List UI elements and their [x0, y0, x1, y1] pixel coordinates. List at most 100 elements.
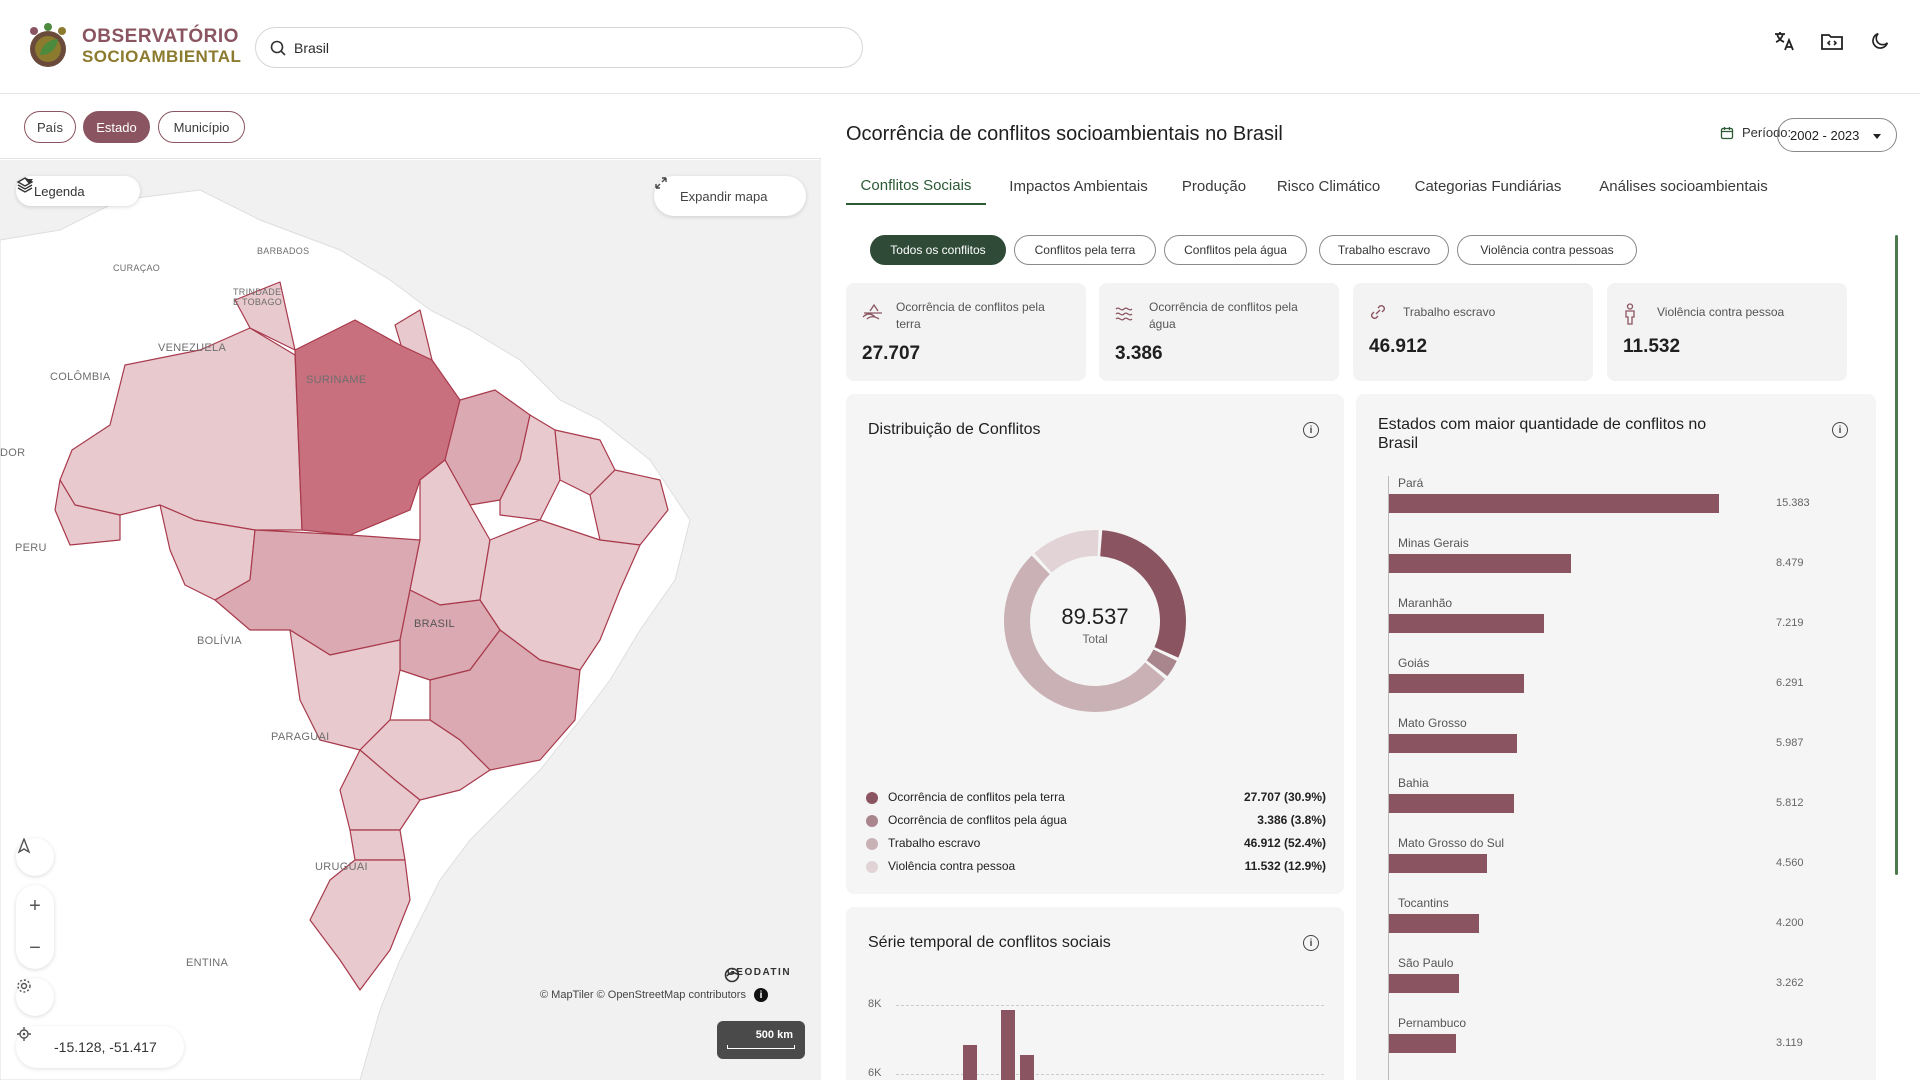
ranking-bar[interactable] — [1389, 554, 1571, 573]
legend-button[interactable]: Legenda — [16, 176, 140, 206]
tab-analises-socioambientais[interactable]: Análises socioambientais — [1599, 177, 1768, 195]
tab-impactos-ambientais[interactable]: Impactos Ambientais — [1009, 177, 1148, 195]
y-tick-8k: 8K — [868, 998, 882, 1010]
chip-conflitos-terra[interactable]: Conflitos pela terra — [1014, 235, 1156, 265]
level-estado-button[interactable]: Estado — [83, 111, 150, 143]
ranking-state-name: Tocantins — [1398, 896, 1449, 910]
ranking-state-name: Mato Grosso — [1398, 716, 1467, 730]
logo[interactable]: OBSERVATÓRIO SOCIOAMBIENTAL — [24, 22, 254, 72]
ranking-value: 6.291 — [1776, 677, 1804, 689]
ranking-value: 5.812 — [1776, 797, 1804, 809]
chip-violencia-pessoas[interactable]: Violência contra pessoas — [1457, 235, 1637, 265]
map-settings-button[interactable] — [16, 978, 54, 1016]
distribution-title: Distribuição de Conflitos — [868, 421, 1041, 438]
ranking-title: Estados com maior quantidade de conflito… — [1378, 416, 1707, 452]
zoom-in-button[interactable]: + — [29, 894, 41, 917]
legend-name: Ocorrência de conflitos pela água — [888, 813, 1067, 827]
coordinates-text: -15.128, -51.417 — [54, 1039, 157, 1055]
map-canvas[interactable]: BARBADOS CURAÇAO TRINDADE E TOBAGO VENEZ… — [0, 160, 821, 1080]
map-panel: País Estado Município — [0, 95, 821, 1080]
caret-down-icon — [1873, 134, 1881, 139]
search-input[interactable] — [294, 39, 834, 56]
donut-total-value: 89.537 — [1061, 604, 1129, 629]
scale-label: 500 km — [755, 1029, 793, 1041]
distribution-card: Distribuição de Conflitos i 89.537 Total… — [846, 394, 1344, 894]
donut-slice[interactable] — [1146, 649, 1177, 677]
ranking-value: 7.219 — [1776, 617, 1804, 629]
map-label-barbados: BARBADOS — [257, 246, 310, 256]
donut-slice[interactable] — [1004, 555, 1166, 712]
panel-scrollbar[interactable] — [1895, 235, 1898, 875]
period-select[interactable]: 2002 - 2023 — [1777, 118, 1897, 152]
caret-down-icon — [25, 179, 33, 184]
tab-risco-climatico[interactable]: Risco Climático — [1276, 177, 1381, 195]
y-tick-6k: 6K — [868, 1067, 882, 1079]
legend-value: 3.386 (3.8%) — [1257, 813, 1326, 827]
ranking-bar[interactable] — [1389, 674, 1524, 693]
ranking-card: Estados com maior quantidade de conflito… — [1356, 394, 1876, 1080]
ranking-state-name: Goiás — [1398, 656, 1430, 670]
info-icon[interactable]: i — [1303, 422, 1319, 438]
map-label-uruguai: URUGUAI — [315, 861, 368, 873]
compass-button[interactable] — [16, 838, 54, 876]
calendar-icon — [1720, 126, 1734, 139]
ranking-bar[interactable] — [1389, 734, 1517, 753]
timeseries-bar — [963, 1045, 977, 1080]
expand-map-button[interactable]: Expandir mapa — [654, 176, 806, 216]
map-label-brasil: BRASIL — [414, 618, 455, 630]
level-pais-button[interactable]: País — [24, 111, 76, 143]
ranking-bar[interactable] — [1389, 794, 1514, 813]
moon-icon[interactable] — [1866, 27, 1894, 55]
stat-label: Violência contra pessoa — [1657, 305, 1785, 319]
logo-line2: SOCIOAMBIENTAL — [82, 47, 242, 66]
chain-icon — [1371, 305, 1385, 319]
map-label-suriname: SURINAME — [306, 374, 367, 386]
brazil-states — [54, 281, 669, 991]
stat-value: 46.912 — [1369, 336, 1428, 357]
locate-icon[interactable] — [16, 1026, 32, 1042]
ranking-value: 3.262 — [1776, 977, 1804, 989]
chip-todos-conflitos[interactable]: Todos os conflitos — [870, 235, 1006, 265]
tab-categorias-fundiarias[interactable]: Categorias Fundiárias — [1414, 177, 1562, 195]
expand-icon — [655, 177, 667, 189]
info-icon[interactable]: i — [1832, 422, 1848, 438]
search-box[interactable] — [255, 27, 863, 68]
legend-dot — [866, 838, 878, 850]
timeseries-title: Série temporal de conflitos sociais — [868, 934, 1111, 951]
geodatin-text: GEODATIN — [727, 967, 792, 978]
map-label-trinidade: TRINDADE — [233, 287, 282, 297]
donut-slice[interactable] — [1099, 530, 1186, 658]
info-icon[interactable]: i — [1303, 935, 1319, 951]
info-icon[interactable]: i — [753, 988, 768, 1002]
map-label-argentina: ENTINA — [186, 957, 229, 969]
tab-conflitos-sociais[interactable]: Conflitos Sociais — [846, 167, 986, 205]
search-icon — [270, 40, 286, 56]
ranking-bar[interactable] — [1389, 614, 1544, 633]
logo-leaf-icon — [30, 23, 66, 67]
chip-conflitos-agua[interactable]: Conflitos pela água — [1164, 235, 1307, 265]
timeseries-bar — [1001, 1010, 1015, 1080]
map-label-equador: DOR — [0, 447, 26, 459]
state-minas-gerais — [429, 629, 581, 771]
ranking-bar[interactable] — [1389, 1034, 1456, 1053]
map-label-colombia: COLÔMBIA — [50, 371, 111, 383]
ranking-value: 3.119 — [1776, 1037, 1803, 1049]
header: OBSERVATÓRIO SOCIOAMBIENTAL — [0, 0, 1920, 94]
state-santa-catarina — [349, 829, 406, 861]
donut-slice[interactable] — [1034, 530, 1099, 573]
ranking-bar[interactable] — [1389, 974, 1459, 993]
folder-code-icon[interactable] — [1818, 27, 1846, 55]
tab-producao[interactable]: Produção — [1181, 177, 1247, 195]
translate-icon[interactable] — [1770, 27, 1798, 55]
level-municipio-button[interactable]: Município — [158, 111, 245, 143]
zoom-out-button[interactable]: − — [29, 936, 41, 959]
ranking-bar[interactable] — [1389, 494, 1719, 513]
stat-label: Ocorrência de conflitos pela terra — [896, 300, 1045, 331]
ranking-bar[interactable] — [1389, 854, 1487, 873]
ranking-bar[interactable] — [1389, 914, 1479, 933]
ranking-value: 15.383 — [1776, 497, 1810, 509]
period-value: 2002 - 2023 — [1790, 127, 1860, 143]
stat-label: Ocorrência de conflitos pela água — [1149, 300, 1298, 331]
chip-trabalho-escravo[interactable]: Trabalho escravo — [1319, 235, 1449, 265]
